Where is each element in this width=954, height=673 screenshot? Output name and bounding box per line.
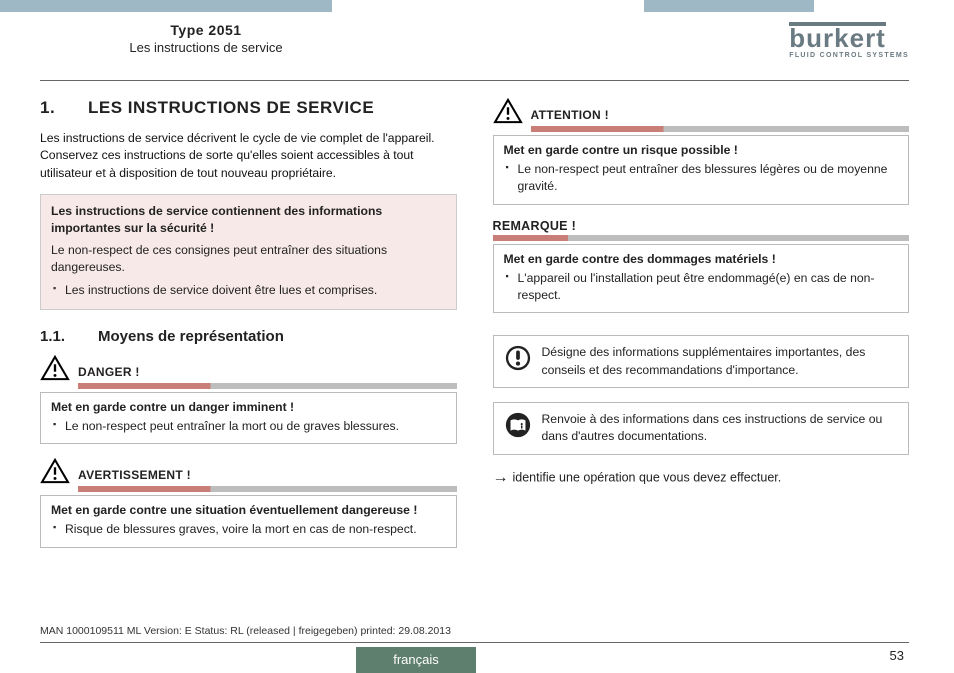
avert-colorbar (78, 486, 457, 492)
left-column: 1.LES INSTRUCTIONS DE SERVICE Les instru… (40, 98, 457, 603)
remarque-bullet: L'appareil ou l'installation peut être e… (504, 270, 899, 305)
bar-right (644, 0, 814, 12)
arrow-text: identifie une opération que vous devez e… (513, 470, 782, 484)
page-number: 53 (890, 648, 904, 663)
top-color-bars (0, 0, 954, 12)
danger-colorbar (78, 383, 457, 389)
type-label: Type 2051 (40, 22, 372, 38)
avert-bold: Met en garde contre une situation éventu… (51, 503, 446, 517)
attention-bullet: Le non-respect peut entraîner des blessu… (504, 161, 899, 196)
remarque-colorbar (493, 235, 910, 241)
danger-bullet: Le non-respect peut entraîner la mort ou… (51, 418, 446, 435)
section-1-intro: Les instructions de service décrivent le… (40, 130, 457, 182)
reference-note-box: Renvoie à des informations dans ces inst… (493, 402, 910, 455)
section-1-title: LES INSTRUCTIONS DE SERVICE (88, 98, 450, 118)
remarque-label: REMARQUE ! (493, 219, 910, 233)
right-column: ATTENTION ! Met en garde contre un risqu… (493, 98, 910, 603)
header-subtitle: Les instructions de service (40, 40, 372, 55)
remarque-block: REMARQUE ! Met en garde contre des domma… (493, 219, 910, 314)
attention-bold: Met en garde contre un risque possible ! (504, 143, 899, 157)
attention-colorbar (531, 126, 910, 132)
reference-note-text: Renvoie à des informations dans ces inst… (542, 411, 899, 446)
attention-label: ATTENTION ! (531, 108, 609, 124)
book-info-icon (504, 411, 532, 439)
warning-triangle-icon (493, 98, 523, 124)
footer-metadata: MAN 1000109511 ML Version: E Status: RL … (40, 625, 451, 637)
avert-label: AVERTISSEMENT ! (78, 468, 191, 484)
safety-info-box: Les instructions de service contiennent … (40, 194, 457, 310)
arrow-instruction: → identifie une opération que vous devez … (493, 469, 910, 487)
attention-block: ATTENTION ! Met en garde contre un risqu… (493, 98, 910, 205)
danger-bold: Met en garde contre un danger imminent ! (51, 400, 446, 414)
remarque-bold: Met en garde contre des dommages matérie… (504, 252, 899, 266)
header-rule (40, 80, 909, 81)
logo-tagline: FLUID CONTROL SYSTEMS (789, 52, 909, 59)
danger-block: DANGER ! Met en garde contre un danger i… (40, 355, 457, 444)
danger-label: DANGER ! (78, 365, 140, 381)
info-note-text: Désigne des informations supplémentaires… (542, 344, 899, 379)
warning-triangle-icon (40, 458, 70, 484)
section-1-1-num: 1.1. (40, 328, 98, 345)
safety-info-text: Le non-respect de ces consignes peut ent… (51, 242, 446, 277)
warning-triangle-icon (40, 355, 70, 381)
logo-text: burkert (789, 22, 886, 50)
arrow-icon: → (493, 469, 509, 486)
exclamation-circle-icon (504, 344, 532, 372)
section-1-1-title: Moyens de représentation (98, 328, 284, 345)
section-1-heading: 1.LES INSTRUCTIONS DE SERVICE (40, 98, 457, 118)
section-1-num: 1. (40, 98, 88, 118)
language-tab: français (356, 647, 476, 673)
brand-logo: burkert FLUID CONTROL SYSTEMS (789, 22, 909, 59)
footer-rule (40, 642, 909, 643)
info-note-box: Désigne des informations supplémentaires… (493, 335, 910, 388)
avertissement-block: AVERTISSEMENT ! Met en garde contre une … (40, 458, 457, 547)
safety-info-bullet: Les instructions de service doivent être… (51, 282, 446, 299)
section-1-1-heading: 1.1.Moyens de représentation (40, 328, 457, 345)
bar-left (0, 0, 332, 12)
safety-info-bold: Les instructions de service contiennent … (51, 203, 446, 237)
avert-bullet: Risque de blessures graves, voire la mor… (51, 521, 446, 538)
